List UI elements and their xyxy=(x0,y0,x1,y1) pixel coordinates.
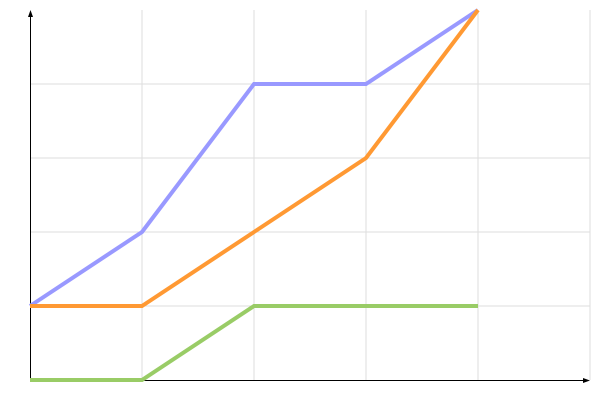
x-axis-arrow xyxy=(583,378,590,383)
series-line-1 xyxy=(28,8,480,308)
y-axis-arrow xyxy=(28,10,33,17)
series-group xyxy=(28,8,480,382)
series-line-3 xyxy=(30,304,478,382)
series-line-2 xyxy=(30,8,480,308)
